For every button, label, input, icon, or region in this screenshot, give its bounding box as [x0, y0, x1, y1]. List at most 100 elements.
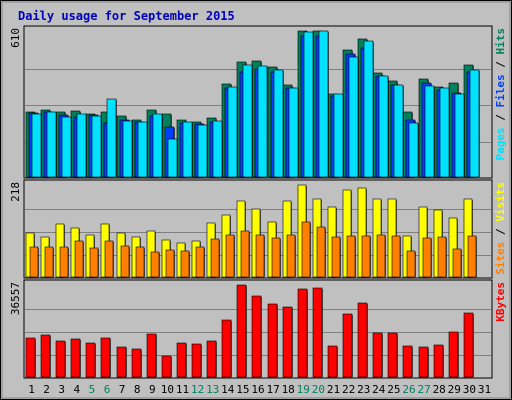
- x-tick-label-day-21: 21: [327, 383, 340, 396]
- x-tick-label-day-18: 18: [282, 383, 295, 396]
- x-tick-label-day-15: 15: [236, 383, 249, 396]
- bar-pages-day-21: [333, 93, 344, 178]
- bar-pages-day-26: [408, 122, 419, 178]
- panel-hits_files_pages: 610 Pages / Files / Hits: [9, 25, 507, 179]
- bar-kbytes-day-30: [463, 312, 474, 378]
- panel-legend-label: Pages / Files / Hits: [494, 28, 507, 161]
- bar-kbytes-day-9: [146, 333, 157, 378]
- x-tick-label-day-16: 16: [251, 383, 264, 396]
- bar-sites-day-26: [406, 250, 416, 278]
- bar-sites-day-19: [301, 221, 311, 278]
- bar-sites-day-13: [210, 238, 220, 278]
- bar-pages-day-16: [257, 65, 268, 178]
- bar-kbytes-day-1: [25, 337, 36, 378]
- bar-sites-day-27: [422, 237, 432, 278]
- x-tick-label-day-3: 3: [58, 383, 65, 396]
- bar-pages-day-6: [106, 98, 117, 178]
- bar-kbytes-day-6: [100, 337, 111, 378]
- bar-sites-day-28: [437, 236, 447, 278]
- bar-sites-day-16: [255, 234, 265, 278]
- x-tick-label-day-28: 28: [433, 383, 446, 396]
- bar-sites-day-25: [391, 235, 401, 278]
- bar-kbytes-day-18: [282, 306, 293, 378]
- bar-sites-day-4: [74, 240, 84, 278]
- bar-sites-day-2: [44, 246, 54, 278]
- bar-pages-day-18: [288, 87, 299, 178]
- legend-entry: Sites: [494, 242, 507, 275]
- bar-kbytes-day-17: [267, 303, 278, 378]
- bar-kbytes-day-19: [297, 288, 308, 378]
- bar-kbytes-day-5: [85, 342, 96, 378]
- bar-kbytes-day-7: [116, 346, 127, 378]
- bar-pages-day-8: [137, 121, 148, 178]
- bar-sites-day-6: [104, 240, 114, 278]
- legend-entry: /: [494, 108, 507, 128]
- bar-pages-day-28: [439, 87, 450, 178]
- bar-sites-day-9: [150, 251, 160, 278]
- bar-kbytes-day-10: [161, 355, 172, 378]
- bar-pages-day-23: [363, 40, 374, 178]
- panel-visits_sites: 218 Sites / Visits: [9, 179, 507, 279]
- x-tick-label-day-30: 30: [463, 383, 476, 396]
- x-tick-label-day-9: 9: [149, 383, 156, 396]
- bar-kbytes-day-21: [327, 345, 338, 378]
- bar-kbytes-day-23: [357, 302, 368, 378]
- x-tick-label-day-11: 11: [176, 383, 189, 396]
- bar-kbytes-day-8: [131, 348, 142, 378]
- x-tick-label-day-10: 10: [161, 383, 174, 396]
- bar-pages-day-13: [212, 120, 223, 178]
- bar-sites-day-12: [195, 246, 205, 278]
- x-tick-label-day-2: 2: [43, 383, 50, 396]
- bar-kbytes-day-25: [387, 332, 398, 378]
- x-tick-label-day-6: 6: [104, 383, 111, 396]
- legend-entry: KBytes: [494, 282, 507, 322]
- bar-sites-day-29: [452, 248, 462, 278]
- bar-sites-day-14: [225, 234, 235, 278]
- bar-kbytes-day-28: [433, 344, 444, 378]
- bar-sites-day-10: [165, 249, 175, 278]
- bar-kbytes-day-2: [40, 334, 51, 378]
- bar-sites-day-5: [89, 247, 99, 278]
- bar-kbytes-day-11: [176, 342, 187, 378]
- bar-pages-day-11: [182, 121, 193, 178]
- x-tick-label-day-1: 1: [28, 383, 35, 396]
- bar-pages-day-10: [167, 138, 178, 178]
- legend-entry: Hits: [494, 28, 507, 55]
- x-tick-label-day-24: 24: [372, 383, 386, 396]
- bar-kbytes-day-12: [191, 343, 202, 378]
- x-tick-label-day-19: 19: [297, 383, 310, 396]
- y-max-label: 610: [9, 28, 22, 48]
- bar-kbytes-day-29: [448, 331, 459, 378]
- bar-kbytes-day-16: [251, 295, 262, 378]
- x-tick-label-day-27: 27: [417, 383, 430, 396]
- bar-sites-day-15: [240, 230, 250, 278]
- x-tick-label-day-22: 22: [342, 383, 355, 396]
- panel-legend-label: KBytes: [494, 282, 507, 322]
- bar-sites-day-22: [346, 235, 356, 278]
- chart-title: Daily usage for September 2015: [18, 9, 235, 23]
- bar-pages-day-17: [273, 69, 284, 178]
- bar-pages-day-25: [393, 84, 404, 178]
- bar-sites-day-11: [180, 250, 190, 278]
- bar-pages-day-14: [227, 86, 238, 178]
- panel-legend-label: Sites / Visits: [494, 182, 507, 275]
- bar-kbytes-day-22: [342, 313, 353, 378]
- bar-kbytes-day-13: [206, 340, 217, 378]
- x-tick-label-day-26: 26: [402, 383, 415, 396]
- bar-kbytes-day-15: [236, 284, 247, 378]
- x-axis-day-labels: 1 2 3 4 5 6 7 8 9 10 11 12 13 14 15 16 17 18 19 20 21 22 23 24 2…: [28, 383, 491, 396]
- bar-pages-day-15: [242, 64, 253, 178]
- bar-sites-day-18: [286, 234, 296, 278]
- bar-sites-day-3: [59, 246, 69, 278]
- x-tick-label-day-20: 20: [312, 383, 325, 396]
- x-tick-label-day-31: 31: [478, 383, 491, 396]
- bar-pages-day-2: [46, 111, 57, 178]
- bar-pages-day-29: [454, 93, 465, 178]
- x-tick-label-day-4: 4: [73, 383, 80, 396]
- bar-kbytes-day-24: [372, 332, 383, 378]
- series-kbytes: [25, 284, 474, 378]
- x-tick-label-day-14: 14: [221, 383, 235, 396]
- x-tick-label-day-25: 25: [387, 383, 400, 396]
